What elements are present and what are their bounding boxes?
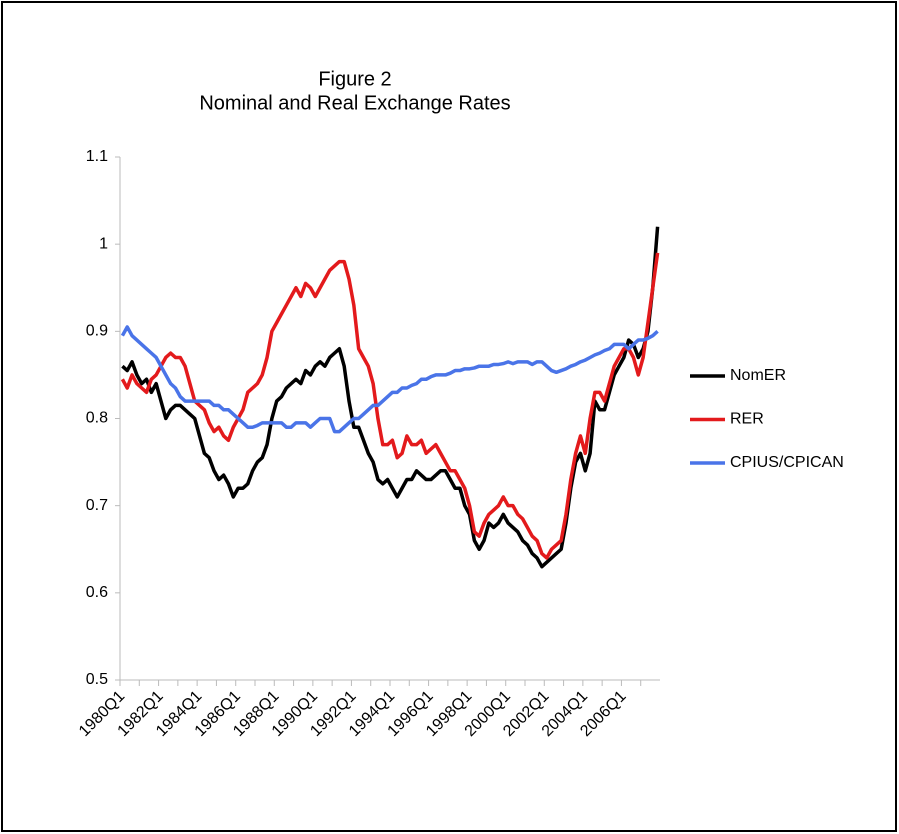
y-tick-label: 0.8: [86, 410, 108, 427]
y-tick-label: 1: [99, 235, 108, 252]
series-line: [120, 252, 660, 560]
y-tick-label: 1.1: [86, 148, 108, 165]
chart-title: Figure 2: [318, 68, 391, 90]
y-tick-label: 0.5: [86, 671, 108, 688]
legend-label: RER: [730, 411, 764, 428]
y-tick-label: 0.9: [86, 323, 108, 340]
series-line: [120, 325, 659, 434]
y-tick-label: 0.6: [86, 584, 108, 601]
chart-subtitle: Nominal and Real Exchange Rates: [199, 92, 510, 114]
legend-label: CPIUS/CPICAN: [730, 454, 844, 471]
legend-label: NomER: [730, 367, 786, 384]
y-tick-label: 0.7: [86, 497, 108, 514]
